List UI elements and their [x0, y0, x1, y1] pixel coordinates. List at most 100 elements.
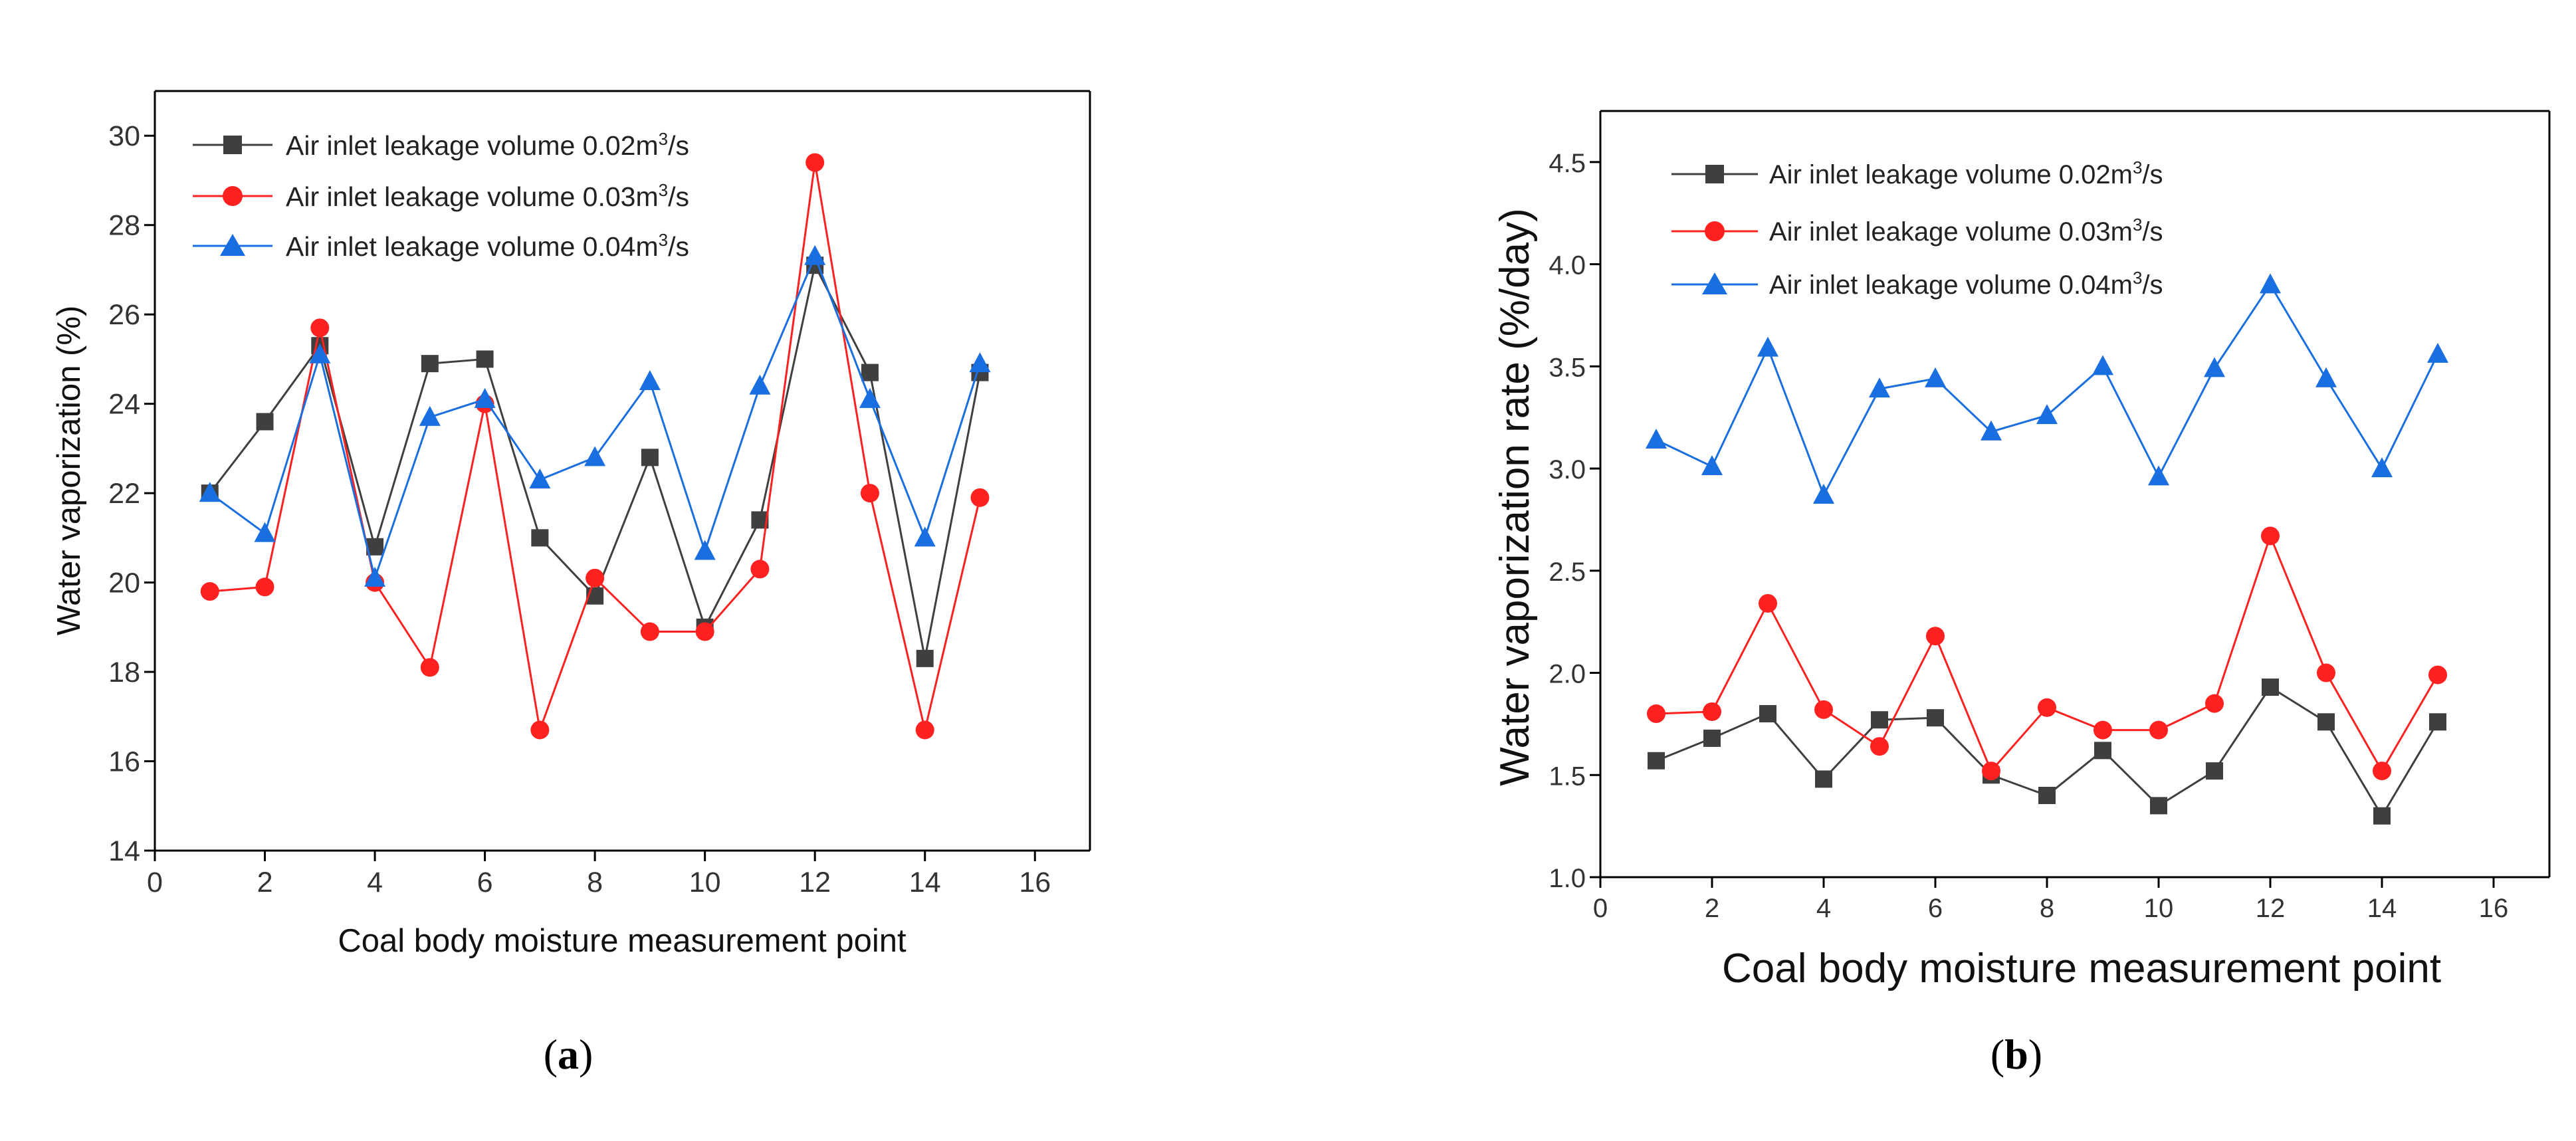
panel-b-series-2-point-8	[2038, 698, 2056, 717]
panel-b-label-letter: b	[2004, 1031, 2028, 1078]
panel-b-y-tick-label-7: 4.5	[1549, 149, 1586, 178]
panel-a-legend-marker-3	[220, 234, 245, 256]
panel-b-series-3-point-2	[1701, 455, 1723, 475]
panel-a-x-tick-label-0: 0	[147, 867, 163, 898]
panel-b-legend-label-1-sup: 3	[2133, 157, 2142, 177]
panel-a-series-2-point-9	[640, 622, 659, 641]
panel-a-legend-label-2: Air inlet leakage volume 0.03m3/s	[286, 180, 689, 212]
panel-b-label-open: (	[1990, 1031, 2004, 1078]
panel-a-series-1-point-7	[531, 529, 549, 547]
panel-a-series-2-point-13	[860, 484, 879, 503]
panel-b-y-tick-label-4: 3.0	[1549, 455, 1586, 484]
panel-a-y-axis-title: Water vaporization (%)	[51, 306, 87, 636]
panel-b-legend-label-2-prefix: Air inlet leakage volume 0.03m	[1769, 217, 2133, 247]
panel-a-legend-label-3-prefix: Air inlet leakage volume 0.04m	[286, 231, 659, 262]
panel-a-legend-label-2-suffix: /s	[668, 181, 689, 212]
panel-a-series-3-point-7	[529, 468, 551, 488]
panel-a-label-letter: a	[558, 1031, 579, 1078]
panel-a-series-3-point-14	[914, 526, 936, 547]
panel-b-legend-item-3: Air inlet leakage volume 0.04m3/s	[1671, 268, 2163, 300]
panel-a-series-3	[199, 245, 991, 587]
panel-a-legend-label-2-prefix: Air inlet leakage volume 0.03m	[286, 181, 659, 212]
panel-b-series-3-point-12	[2260, 273, 2281, 294]
panel-a-legend-item-2: Air inlet leakage volume 0.03m3/s	[193, 180, 689, 212]
panel-a-x-tick-label-4: 8	[587, 867, 603, 898]
panel-b-series-2	[1647, 526, 2447, 781]
panel-b-series-3-point-14	[2371, 457, 2393, 478]
panel-a-x-tick-label-1: 2	[257, 867, 273, 898]
panel-b-legend-label-3-sup: 3	[2133, 268, 2142, 288]
panel-a-legend-label-1-prefix: Air inlet leakage volume 0.02m	[286, 130, 659, 161]
panel-b-series-2-point-9	[2093, 720, 2112, 740]
panel-a-legend-label-1-suffix: /s	[668, 130, 689, 161]
panel-a-x-tick-label-2: 4	[367, 867, 383, 898]
panel-b-legend-label-3-prefix: Air inlet leakage volume 0.04m	[1769, 270, 2133, 300]
panel-b-legend: Air inlet leakage volume 0.02m3/s Air in…	[1671, 157, 2163, 300]
panel-a-x-axis-title: Coal body moisture measurement point	[338, 923, 907, 959]
panel-b-series-2-point-3	[1759, 593, 1777, 613]
panel-b-x-tick-label-5: 10	[2144, 894, 2174, 923]
panel-a-legend-marker-1	[223, 136, 242, 154]
panel-a-legend-item-3: Air inlet leakage volume 0.04m3/s	[193, 230, 689, 262]
panel-b-x-axis-title: Coal body moisture measurement point	[1722, 946, 2441, 991]
panel-b-legend-label-1-prefix: Air inlet leakage volume 0.02m	[1769, 160, 2133, 189]
panel-b-legend-label-2-suffix: /s	[2142, 217, 2163, 247]
panel-b-x-tick-label-4: 8	[2040, 894, 2054, 923]
panel-b-series-1-point-8	[2038, 787, 2056, 805]
panel-a-series-3-point-12	[804, 245, 826, 265]
panel-b-label: (b)	[1990, 1031, 2042, 1078]
panel-b-legend-marker-1	[1705, 165, 1724, 183]
panel-b-legend-marker-2	[1705, 221, 1725, 241]
panel-b-series-3-point-6	[1925, 367, 1946, 387]
panel-a-series-2-point-2	[255, 577, 274, 597]
panel-b-series-3-point-10	[2148, 465, 2169, 486]
panel-b-legend-label-3-suffix: /s	[2142, 270, 2163, 300]
panel-b-legend-item-2: Air inlet leakage volume 0.03m3/s	[1671, 215, 2163, 247]
panel-b-series-1-point-4	[1815, 770, 1832, 788]
panel-b-x-tick-label-0: 0	[1593, 894, 1608, 923]
panel-b-series-2-point-7	[1982, 762, 2000, 781]
panel-b-series-1-point-10	[2150, 797, 2167, 815]
panel-b-series-1	[1648, 678, 2446, 825]
panel-b-series	[1646, 273, 2448, 825]
panel-b-legend-label-2: Air inlet leakage volume 0.03m3/s	[1769, 215, 2163, 247]
panel-a-series-1-point-13	[861, 363, 879, 381]
panel-b-series-2-point-15	[2428, 665, 2447, 684]
panel-a-x-tick-label-7: 14	[909, 867, 941, 898]
panel-b-series-3	[1646, 273, 2448, 504]
panel-a-legend-label-3-sup: 3	[659, 230, 668, 250]
panel-a-series-2-point-14	[915, 720, 934, 740]
panel-b-x-tick-label-6: 12	[2256, 894, 2286, 923]
panel-a-legend: Air inlet leakage volume 0.02m3/s Air in…	[193, 129, 689, 262]
panel-a-series	[199, 153, 991, 740]
panel-b-series-1-point-5	[1871, 711, 1888, 729]
panel-a-x-tick-label-3: 6	[477, 867, 493, 898]
panel-a-series-1-point-2	[256, 413, 274, 431]
panel-b-series-2-point-13	[2317, 663, 2335, 682]
panel-a-legend-label-1-sup: 3	[659, 129, 668, 149]
panel-a-y-tick-label-7: 28	[108, 210, 140, 242]
panel-a-legend-marker-2	[223, 186, 243, 206]
panel-a-y-tick-label-2: 18	[108, 657, 140, 688]
panel-b-series-1-point-13	[2317, 713, 2335, 731]
panel-a-x-tick-label-8: 16	[1019, 867, 1051, 898]
panel-a-series-2-point-1	[200, 582, 219, 601]
panel-a-legend-label-3: Air inlet leakage volume 0.04m3/s	[286, 230, 689, 262]
panel-b-x-tick-label-3: 6	[1928, 894, 1943, 923]
panel-a-x-ticks: 0 2 4 6 8 10 12 14 16	[147, 851, 1051, 898]
panel-a-series-3-point-15	[969, 352, 991, 373]
panel-b-legend-label-3: Air inlet leakage volume 0.04m3/s	[1769, 268, 2163, 300]
panel-b-legend-label-1: Air inlet leakage volume 0.02m3/s	[1769, 157, 2163, 189]
panel-b-series-1-point-14	[2373, 807, 2391, 825]
panel-a-series-3-point-9	[639, 370, 661, 391]
panel-b-series-3-point-3	[1757, 336, 1778, 357]
panel-a-series-3-point-1	[199, 482, 221, 502]
panel-b-y-tick-label-6: 4.0	[1549, 251, 1586, 280]
chart-panel-b: 0 2 4 6 8 10 12 14 16 1.0 1.5 2.0 2.5 3.0 3.5 4.0 4.5 C…	[1492, 110, 2551, 1078]
panel-b-series-3-point-9	[2092, 355, 2113, 375]
panel-a-label: (a)	[544, 1031, 593, 1078]
panel-b-series-2-point-1	[1647, 704, 1665, 724]
panel-b-y-tick-label-5: 3.5	[1549, 353, 1586, 382]
panel-b-legend-item-1: Air inlet leakage volume 0.02m3/s	[1671, 157, 2163, 189]
